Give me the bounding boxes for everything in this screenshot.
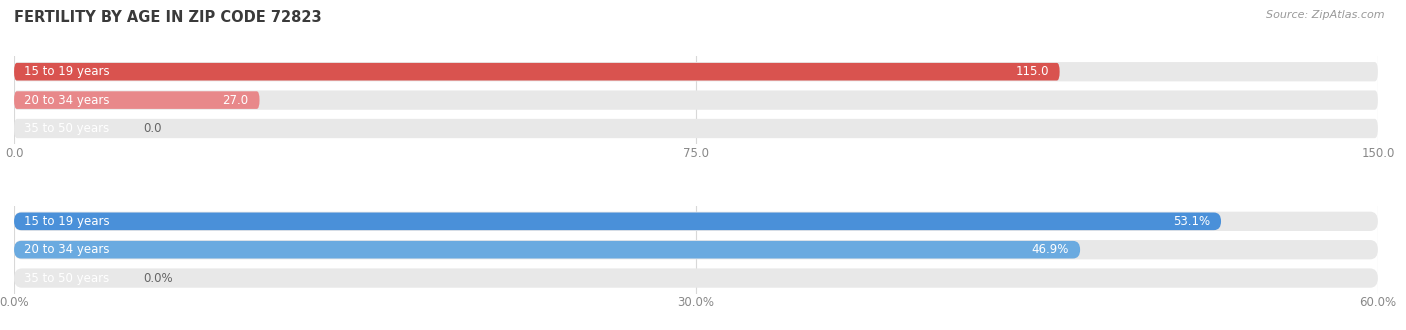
Text: 115.0: 115.0	[1015, 65, 1049, 78]
FancyBboxPatch shape	[14, 241, 1080, 258]
Text: 35 to 50 years: 35 to 50 years	[24, 272, 108, 284]
FancyBboxPatch shape	[14, 119, 1378, 138]
FancyBboxPatch shape	[14, 240, 1378, 259]
FancyBboxPatch shape	[14, 213, 1220, 230]
Text: 53.1%: 53.1%	[1173, 215, 1211, 228]
Text: 0.0%: 0.0%	[143, 272, 173, 284]
FancyBboxPatch shape	[14, 63, 1060, 81]
Text: 46.9%: 46.9%	[1032, 243, 1069, 256]
FancyBboxPatch shape	[14, 90, 1378, 110]
FancyBboxPatch shape	[14, 268, 1378, 288]
Text: 35 to 50 years: 35 to 50 years	[24, 122, 108, 135]
Text: 15 to 19 years: 15 to 19 years	[24, 215, 110, 228]
FancyBboxPatch shape	[14, 212, 1378, 231]
Text: 15 to 19 years: 15 to 19 years	[24, 65, 110, 78]
Text: 20 to 34 years: 20 to 34 years	[24, 243, 110, 256]
Text: 0.0: 0.0	[143, 122, 162, 135]
Text: 27.0: 27.0	[222, 94, 249, 107]
Text: FERTILITY BY AGE IN ZIP CODE 72823: FERTILITY BY AGE IN ZIP CODE 72823	[14, 10, 322, 25]
FancyBboxPatch shape	[14, 91, 260, 109]
Text: Source: ZipAtlas.com: Source: ZipAtlas.com	[1267, 10, 1385, 20]
FancyBboxPatch shape	[14, 62, 1378, 82]
Text: 20 to 34 years: 20 to 34 years	[24, 94, 110, 107]
